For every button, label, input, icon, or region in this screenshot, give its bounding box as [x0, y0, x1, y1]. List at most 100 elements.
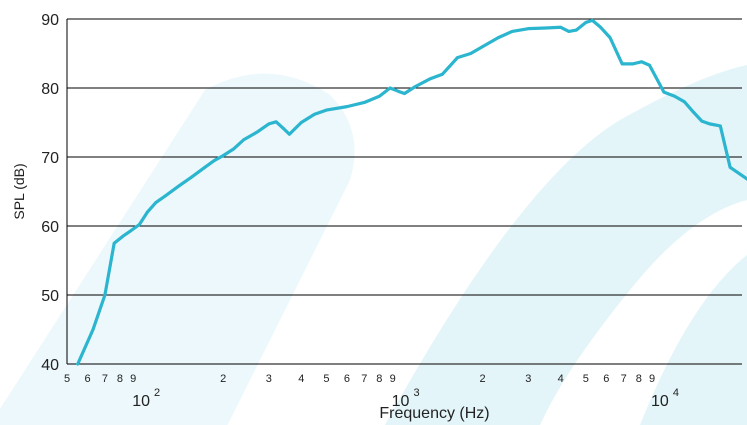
x-minor-tick-label: 8	[636, 373, 642, 385]
data-point	[575, 28, 578, 32]
x-minor-tick-label: 5	[583, 373, 589, 385]
data-point	[683, 100, 686, 104]
x-minor-tick-label: 6	[603, 373, 609, 385]
data-point	[708, 122, 711, 126]
x-minor-tick-label: 7	[621, 373, 627, 385]
x-major-tick-base: 10	[651, 393, 669, 410]
y-tick-label-50: 50	[41, 288, 59, 305]
x-minor-tick-label: 9	[130, 373, 136, 385]
data-point	[397, 90, 401, 93]
data-point	[377, 94, 381, 98]
x-major-tick-exponent: 3	[413, 387, 419, 399]
data-point	[640, 60, 643, 64]
data-point	[103, 293, 107, 297]
x-minor-tick-label: 5	[323, 373, 329, 385]
data-point	[112, 241, 116, 245]
data-point	[325, 108, 328, 112]
x-minor-tick-label: 4	[558, 373, 564, 385]
data-point	[608, 36, 612, 40]
data-point	[242, 138, 246, 142]
horizontal-gridlines	[67, 18, 742, 365]
data-point	[718, 124, 722, 128]
data-point	[620, 62, 624, 66]
x-minor-tick-label: 8	[117, 373, 123, 385]
x-minor-tick-label: 2	[220, 373, 226, 385]
data-point	[700, 119, 704, 123]
data-point	[299, 121, 303, 124]
x-minor-tick-label: 3	[525, 373, 531, 385]
x-major-tick-base: 10	[132, 393, 150, 410]
data-point	[281, 126, 285, 130]
x-minor-tick-label: 9	[390, 373, 396, 385]
x-minor-tick-label: 7	[102, 373, 108, 385]
data-point	[274, 120, 278, 124]
x-major-tick-base: 10	[392, 393, 410, 410]
data-point	[584, 21, 588, 24]
data-point	[388, 86, 392, 90]
data-point	[164, 194, 168, 198]
x-minor-tick-label: 2	[480, 373, 486, 385]
data-point	[648, 63, 651, 67]
data-point	[673, 94, 677, 98]
y-axis-title: SPL (dB)	[11, 163, 27, 219]
data-point	[403, 92, 406, 95]
data-point	[345, 105, 349, 109]
data-point	[662, 90, 666, 94]
data-point	[692, 110, 695, 114]
data-point	[441, 72, 444, 76]
data-point	[590, 18, 594, 22]
y-tick-label-40: 40	[41, 357, 59, 374]
background-decoration	[0, 65, 747, 425]
y-tick-label-60: 60	[41, 219, 59, 236]
data-point	[137, 223, 141, 227]
y-tick-label-70: 70	[41, 150, 59, 167]
data-point	[469, 52, 473, 55]
data-point	[362, 101, 366, 104]
data-point	[526, 27, 530, 31]
x-minor-tick-label: 7	[361, 373, 367, 385]
data-point	[221, 154, 225, 158]
decor-shape-right-corner	[640, 255, 747, 425]
data-point	[728, 165, 732, 169]
x-minor-tick-label: 6	[84, 373, 90, 385]
data-point	[413, 85, 417, 89]
data-point	[232, 147, 236, 151]
data-point	[428, 77, 432, 81]
x-minor-tick-label: 5	[64, 373, 70, 385]
x-axis-title: Frequency (Hz)	[379, 405, 489, 422]
data-point	[212, 159, 216, 162]
series-layer	[76, 18, 747, 366]
x-axis-ticks: 5 6 7 8 9 2 3 4 5 6 7 8 9 2 3 4 5 6 7 8 910 2 10 3 10 4	[64, 373, 679, 410]
data-point	[559, 25, 563, 29]
data-point	[631, 62, 635, 66]
data-point	[154, 201, 158, 204]
data-point	[481, 45, 484, 48]
data-point	[91, 328, 95, 331]
x-minor-tick-label: 9	[649, 373, 655, 385]
data-point	[456, 56, 459, 60]
data-point	[510, 30, 514, 33]
x-minor-tick-label: 4	[298, 373, 304, 385]
series-points-0	[76, 18, 732, 366]
data-point	[203, 165, 207, 169]
data-point	[496, 36, 500, 40]
y-axis-ticks: 40 50 60 70 80 90	[41, 12, 59, 374]
data-point	[313, 112, 316, 116]
x-major-tick-exponent: 4	[673, 387, 679, 399]
data-point	[544, 26, 548, 30]
data-point	[177, 184, 181, 188]
x-minor-tick-label: 8	[376, 373, 382, 385]
x-major-tick-exponent: 2	[154, 387, 160, 399]
data-point	[129, 229, 133, 233]
decor-shape-right-band	[385, 65, 747, 425]
data-point	[121, 234, 125, 238]
data-point	[288, 132, 291, 136]
y-tick-label-90: 90	[41, 12, 59, 29]
y-tick-label-80: 80	[41, 81, 59, 98]
data-point	[255, 130, 259, 134]
data-point	[267, 122, 271, 126]
data-point	[599, 25, 602, 29]
data-point	[189, 176, 193, 180]
